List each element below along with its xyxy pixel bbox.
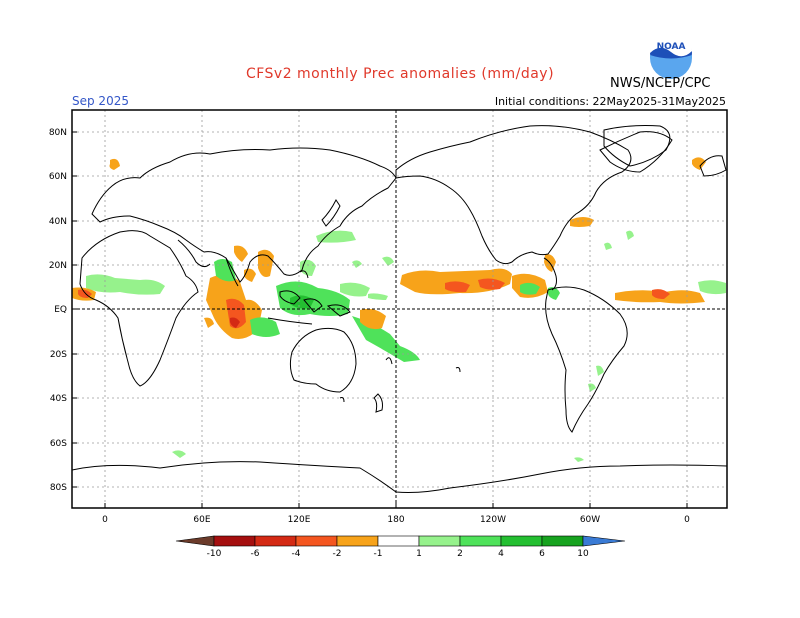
longitude-labels: 0 60E 120E 180 120W 60W 0 [102,515,690,525]
lon-label: 0 [102,515,108,525]
latitude-labels: 80N 60N 40N 20N EQ 20S 40S 60S 80S [49,128,67,493]
map-area [72,110,727,508]
colorbar-label: 4 [498,549,504,559]
lat-label: 40S [50,394,67,404]
colorbar [175,535,626,547]
lon-label: 180 [387,515,404,525]
colorbar-neg1-1 [377,535,420,547]
lon-label: 120E [288,515,311,525]
colorbar-labels: -10 -6 -4 -2 -1 1 2 4 6 10 [207,549,589,559]
colorbar-gt10 [582,535,626,547]
colorbar-label: -4 [292,549,301,559]
valid-month-label: Sep 2025 [72,94,129,108]
colorbar-label: 10 [577,549,589,559]
lat-label: 20S [50,350,67,360]
colorbar-label: 6 [539,549,545,559]
colorbar-label: -1 [374,549,383,559]
lat-label: 60S [50,439,67,449]
colorbar-2-4 [459,535,502,547]
coastlines [72,125,727,493]
lat-label: 80N [49,128,67,138]
colorbar-label: -6 [251,549,260,559]
lat-label: 80S [50,483,67,493]
colorbar-lt-neg10 [175,535,215,547]
colorbar-neg10-neg6 [213,535,256,547]
lon-label: 60W [580,515,600,525]
colorbar-neg6-neg4 [254,535,297,547]
colorbar-6-10 [541,535,584,547]
colorbar-neg4-neg2 [295,535,338,547]
initial-conditions-label: Initial conditions: 22May2025-31May2025 [494,95,726,108]
agency-label: NWS/NCEP/CPC [610,76,711,91]
colorbar-label: 2 [457,549,463,559]
lon-label: 60E [193,515,210,525]
colorbar-label: -10 [207,549,222,559]
tick-marks [72,131,688,508]
colorbar-4-6 [500,535,543,547]
colorbar-neg2-neg1 [336,535,379,547]
colorbar-1-2 [418,535,461,547]
map-title: CFSv2 monthly Prec anomalies (mm/day) [245,66,555,82]
colorbar-label: -2 [333,549,342,559]
lon-label: 0 [684,515,690,525]
lat-label: 60N [49,172,67,182]
colorbar-label: 1 [416,549,422,559]
lat-label: 20N [49,261,67,271]
lat-label: 40N [49,217,67,227]
lat-label: EQ [54,305,67,315]
lon-label: 120W [480,515,506,525]
